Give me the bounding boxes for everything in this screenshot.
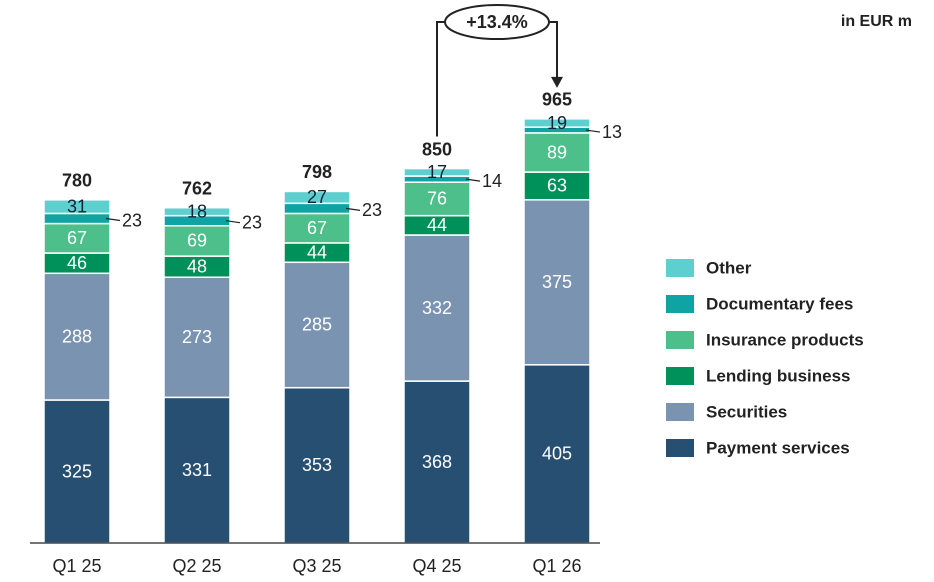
data-label: 46 [67,253,87,273]
data-label: 31 [67,196,87,216]
data-label: 23 [122,210,142,230]
total-label: 850 [422,139,452,159]
total-label: 762 [182,178,212,198]
legend-label: Payment services [706,438,850,457]
data-label: 331 [182,460,212,480]
total-label: 798 [302,162,332,182]
data-label: 14 [482,171,502,191]
bar-segment [163,276,231,399]
total-label: 965 [542,90,572,110]
data-label: 67 [67,228,87,248]
arrow-head [551,76,563,88]
legend-swatch [666,295,694,313]
leader-line [465,178,481,182]
data-label: 44 [307,242,327,262]
legend-label: Other [706,258,752,277]
bar-segment [43,272,111,401]
data-label: 325 [62,461,92,481]
x-tick-label: Q1 25 [52,556,101,576]
x-tick-label: Q4 25 [412,556,461,576]
legend-label: Documentary fees [706,294,853,313]
x-tick-label: Q1 26 [532,556,581,576]
data-label: 375 [542,272,572,292]
data-label: 17 [427,162,447,182]
legend-label: Lending business [706,366,851,385]
bar-segment [43,199,111,215]
leader-line [105,217,121,222]
data-label: 19 [547,113,567,133]
data-label: 368 [422,452,452,472]
data-label: 89 [547,142,567,162]
bar-segment [403,167,471,177]
bar-segment [523,132,591,173]
bar-segment [163,206,231,217]
data-label: 285 [302,315,332,335]
bar-segment [523,118,591,128]
bar-segment [523,199,591,366]
data-label: 353 [302,455,332,475]
x-tick-label: Q3 25 [292,556,341,576]
data-label: 23 [242,212,262,232]
bar-segment [523,364,591,544]
bar-segment [523,171,591,201]
total-label: 780 [62,171,92,191]
annotation-bubble [444,4,550,40]
data-label: 23 [362,200,382,220]
data-label: 332 [422,298,452,318]
data-label: 76 [427,189,447,209]
bar-segment [283,190,351,205]
legend-label: Securities [706,402,787,421]
bar-segment [403,234,471,382]
data-label: 273 [182,327,212,347]
legend: Other Documentary fees Insurance products L… [666,258,864,457]
data-label: 48 [187,256,207,276]
data-label: 63 [547,176,567,196]
leader-line [585,129,601,133]
data-label: 44 [427,215,447,235]
legend-swatch [666,259,694,277]
data-label: 27 [307,187,327,207]
data-label: 18 [187,201,207,221]
leader-line [345,207,361,211]
legend-swatch [666,367,694,385]
legend-label: Insurance products [706,330,864,349]
leader-line [225,220,241,224]
bar-segment [283,261,351,389]
legend-swatch [666,403,694,421]
bar-segment [403,380,471,544]
legend-swatch [666,439,694,457]
unit-label: in EUR m [841,13,912,30]
data-label: 67 [307,218,327,238]
bar-segment [43,399,111,544]
data-label: 288 [62,326,92,346]
legend-swatch [666,331,694,349]
x-tick-label: Q2 25 [172,556,221,576]
annotation: +13.4% [466,12,528,32]
data-label: 69 [187,231,207,251]
data-label: 405 [542,444,572,464]
bar-segment [163,396,231,544]
bar-segment [163,225,231,257]
data-label: 13 [602,122,622,142]
bar-segment [43,222,111,254]
